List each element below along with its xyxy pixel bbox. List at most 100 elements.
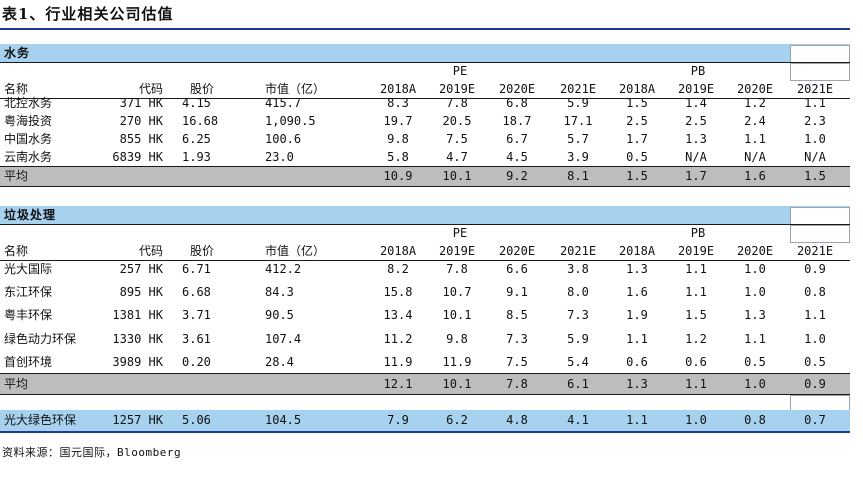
- valuation-value: 4.7: [446, 150, 468, 164]
- share-price: 3.61: [182, 332, 211, 346]
- valuation-value: 0.5: [626, 150, 648, 164]
- ticker-code: 6839 HK: [112, 150, 163, 164]
- average-value: 1.3: [626, 377, 648, 391]
- col-year: 2019E: [438, 244, 476, 258]
- valuation-value: 6.7: [506, 132, 528, 146]
- col-year: 2020E: [498, 244, 536, 258]
- valuation-value: 10.1: [442, 308, 472, 322]
- section-header: 水务: [0, 44, 850, 62]
- valuation-value: 4.5: [506, 150, 528, 164]
- pb-header: PB: [690, 226, 706, 240]
- col-year: 2021E: [796, 244, 834, 258]
- divider: [0, 431, 850, 433]
- col-year: 2018A: [618, 82, 656, 96]
- valuation-value: 1.9: [626, 308, 648, 322]
- table-row: 光大国际 257 HK 6.71 412.2 8.2 7.8 6.6 3.8 1.3 1.1 1.0…: [0, 258, 850, 281]
- valuation-value: 1.0: [744, 262, 766, 276]
- col-price: 股价: [190, 82, 215, 96]
- valuation-value: 1.0: [744, 285, 766, 299]
- company-name: 中国水务: [4, 132, 53, 146]
- ticker-code: 257 HK: [119, 262, 163, 276]
- divider: [0, 373, 850, 374]
- header-blank-box: [790, 63, 850, 81]
- company-name: 首创环境: [4, 355, 53, 369]
- share-price: 5.06: [182, 413, 211, 427]
- pe-header: PE: [452, 64, 468, 78]
- pb-header: PB: [690, 64, 706, 78]
- valuation-value: 8.0: [567, 285, 589, 299]
- ticker-code: 1257 HK: [112, 413, 163, 427]
- market-cap: 1,090.5: [265, 114, 316, 128]
- header-blank-box: [790, 45, 850, 63]
- valuation-value: 0.8: [804, 285, 826, 299]
- title-rule: [0, 28, 850, 30]
- col-year: 2021E: [796, 82, 834, 96]
- valuation-value: 7.8: [446, 262, 468, 276]
- valuation-value: 11.2: [383, 332, 413, 346]
- valuation-value: 2.5: [685, 114, 707, 128]
- header-blank-box: [790, 207, 850, 225]
- valuation-value: 7.5: [446, 132, 468, 146]
- ticker-code: 855 HK: [119, 132, 163, 146]
- valuation-value: 20.5: [442, 114, 472, 128]
- share-price: 1.93: [182, 150, 211, 164]
- valuation-value: 1.7: [626, 132, 648, 146]
- average-value: 1.6: [744, 169, 766, 183]
- valuation-value: 0.6: [685, 355, 707, 369]
- ticker-code: 1381 HK: [112, 308, 163, 322]
- valuation-value: 3.9: [567, 150, 589, 164]
- valuation-value: 9.1: [506, 285, 528, 299]
- col-year: 2021E: [559, 82, 597, 96]
- valuation-value: 2.4: [744, 114, 766, 128]
- valuation-value: 1.1: [804, 96, 826, 110]
- column-header: 名称 代码 股价 市值（亿） 2018A 2019E 2020E 2021E 2018A 2019…: [0, 242, 850, 260]
- column-header: 名称 代码 股价 市值（亿） 2018A 2019E 2020E 2021E 2018A 2019…: [0, 80, 850, 98]
- average-value: 1.1: [685, 377, 707, 391]
- valuation-value: 11.9: [383, 355, 413, 369]
- valuation-value: 5.8: [387, 150, 409, 164]
- company-name: 粤丰环保: [4, 308, 53, 322]
- share-price: 6.68: [182, 285, 211, 299]
- valuation-value: 0.6: [626, 355, 648, 369]
- table-row: 绿色动力环保 1330 HK 3.61 107.4 11.2 9.8 7.3 5.9 1.1 1.…: [0, 328, 850, 351]
- valuation-value: 0.5: [744, 355, 766, 369]
- average-row: 平均 10.9 10.1 9.2 8.1 1.5 1.7 1.6 1.5: [0, 167, 850, 186]
- market-cap: 28.4: [265, 355, 294, 369]
- table-row: 中国水务 855 HK 6.25 100.6 9.8 7.5 6.7 5.7 1.7 1.3 1.1…: [0, 130, 850, 148]
- table-title: 表1、行业相关公司估值: [2, 5, 174, 23]
- market-cap: 23.0: [265, 150, 294, 164]
- table-row: 东江环保 895 HK 6.68 84.3 15.8 10.7 9.1 8.0 1.6 1.1 1.…: [0, 281, 850, 304]
- share-price: 3.71: [182, 308, 211, 322]
- average-value: 10.1: [442, 169, 472, 183]
- valuation-value: 6.6: [506, 262, 528, 276]
- col-code: 代码: [138, 82, 163, 96]
- col-year: 2019E: [677, 244, 715, 258]
- average-row: 平均 12.1 10.1 7.8 6.1 1.3 1.1 1.0 0.9: [0, 374, 850, 394]
- valuation-value: 1.2: [744, 96, 766, 110]
- valuation-value: 0.7: [804, 413, 826, 427]
- divider: [0, 166, 850, 167]
- valuation-value: 11.9: [442, 355, 472, 369]
- table-row: 首创环境 3989 HK 0.20 28.4 11.9 11.9 7.5 5.4 0.6 0.6 0…: [0, 351, 850, 374]
- section-header: 垃圾处理: [0, 206, 850, 224]
- market-cap: 415.7: [265, 96, 302, 110]
- valuation-value: 7.8: [446, 96, 468, 110]
- average-value: 0.9: [804, 377, 826, 391]
- valuation-value: 2.3: [804, 114, 826, 128]
- valuation-value: 6.8: [506, 96, 528, 110]
- divider: [0, 186, 850, 187]
- market-cap: 104.5: [265, 413, 302, 427]
- company-name: 光大绿色环保: [4, 413, 77, 427]
- valuation-value: 8.3: [387, 96, 409, 110]
- col-name: 名称: [4, 244, 29, 258]
- average-value: 10.1: [442, 377, 472, 391]
- col-year: 2018A: [618, 244, 656, 258]
- company-name: 东江环保: [4, 285, 53, 299]
- average-value: 1.5: [626, 169, 648, 183]
- valuation-value: 4.8: [506, 413, 528, 427]
- source-note: 资料来源：国元国际，Bloomberg: [2, 446, 182, 459]
- section-title: 水务: [4, 46, 31, 60]
- valuation-value: 8.2: [387, 262, 409, 276]
- table-row: 光大绿色环保 1257 HK 5.06 104.5 7.9 6.2 4.8 4.1 1.1 1.0…: [0, 410, 850, 431]
- share-price: 16.68: [182, 114, 219, 128]
